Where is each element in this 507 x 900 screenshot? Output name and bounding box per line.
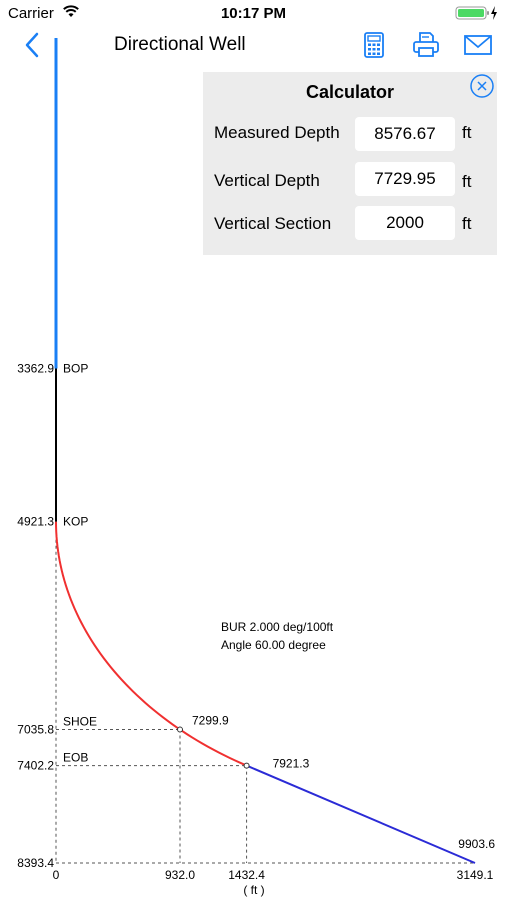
battery-icon [455,6,497,20]
carrier-label: Carrier [8,5,54,22]
depth-tag-bop: BOP [63,362,88,376]
x-tick-label-3: 3149.1 [457,868,494,882]
close-icon[interactable] [469,73,495,99]
status-time: 10:17 PM [220,5,287,22]
vertical-depth-label: Vertical Depth [214,171,320,190]
x-axis-unit-label: ( ft ) [243,883,264,897]
depth-label-3: 7402.2 [17,759,54,773]
page-title: Directional Well [114,34,246,55]
measured-depth-field[interactable]: 8576.67 [355,117,455,151]
x-tick-label-1: 932.0 [165,868,195,882]
station-marker-1 [243,762,250,769]
vertical-depth-field[interactable]: 7729.95 [355,162,455,196]
wifi-icon [63,5,79,17]
depth-tag-shoe: SHOE [63,715,97,729]
x-tick-label-0: 0 [53,868,60,882]
status-bar: Carrier 10:17 PM [0,0,507,28]
md-label-2: 9903.6 [458,837,495,851]
printer-icon[interactable] [411,30,441,60]
calculator-panel: Calculator Measured Depth 8576.67 ft Ver… [203,72,497,255]
x-tick-label-2: 1432.4 [228,868,265,882]
station-marker-0 [177,726,184,733]
depth-label-0: 3362.9 [17,362,54,376]
calculator-title: Calculator [305,82,395,102]
depth-label-4: 8393.4 [17,856,54,870]
depth-tag-eob: EOB [63,751,88,765]
md-label-0: 7299.9 [192,714,229,728]
annotation-0: BUR 2.000 deg/100ft [221,620,334,634]
md-label-1: 7921.3 [273,757,310,771]
trajectory-tangent [246,764,476,864]
vertical-depth-unit: ft [462,172,472,191]
measured-depth-unit: ft [462,123,472,142]
vertical-section-field[interactable]: 2000 [355,206,455,240]
calculator-icon[interactable] [359,30,389,60]
measured-depth-label: Measured Depth [214,123,340,142]
vertical-section-label: Vertical Section [214,214,332,233]
mail-icon[interactable] [463,30,493,60]
depth-label-1: 4921.3 [17,515,54,529]
depth-label-2: 7035.8 [17,723,54,737]
depth-tag-kop: KOP [63,515,88,529]
nav-bar: Directional Well [0,28,507,64]
chevron-left-icon[interactable] [22,30,42,60]
annotation-1: Angle 60.00 degree [221,638,326,652]
trajectory-build [55,521,247,767]
vertical-section-unit: ft [462,214,472,233]
